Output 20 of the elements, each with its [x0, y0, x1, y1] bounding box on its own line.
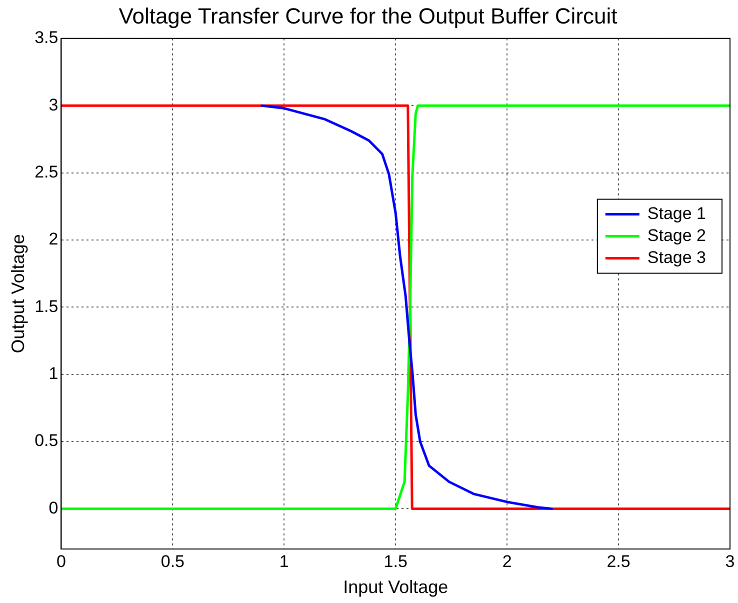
x-tick-label: 1.5	[384, 552, 408, 571]
y-tick-label: 1.5	[34, 296, 58, 316]
y-tick-label: 0	[48, 498, 58, 518]
legend-label: Stage 3	[647, 248, 706, 267]
x-tick-label: 1	[279, 552, 289, 571]
chart-title: Voltage Transfer Curve for the Output Buffer Circuit	[118, 3, 618, 28]
x-tick-label: 3	[725, 552, 735, 571]
y-tick-label: 3.5	[34, 28, 58, 48]
y-tick-label: 3	[48, 95, 58, 114]
y-tick-label: 2.5	[34, 162, 58, 182]
legend-label: Stage 1	[647, 204, 706, 223]
x-tick-label: 0.5	[160, 552, 185, 571]
x-tick-label: 2.5	[606, 552, 630, 571]
y-tick-label: 1	[48, 364, 58, 384]
y-tick-label: 0.5	[34, 431, 58, 450]
legend-label: Stage 2	[647, 226, 706, 245]
y-axis-title: Output Voltage	[8, 234, 28, 354]
x-tick-label: 2	[502, 552, 512, 571]
y-tick-label: 2	[48, 230, 58, 249]
x-axis-title: Input Voltage	[343, 577, 448, 598]
